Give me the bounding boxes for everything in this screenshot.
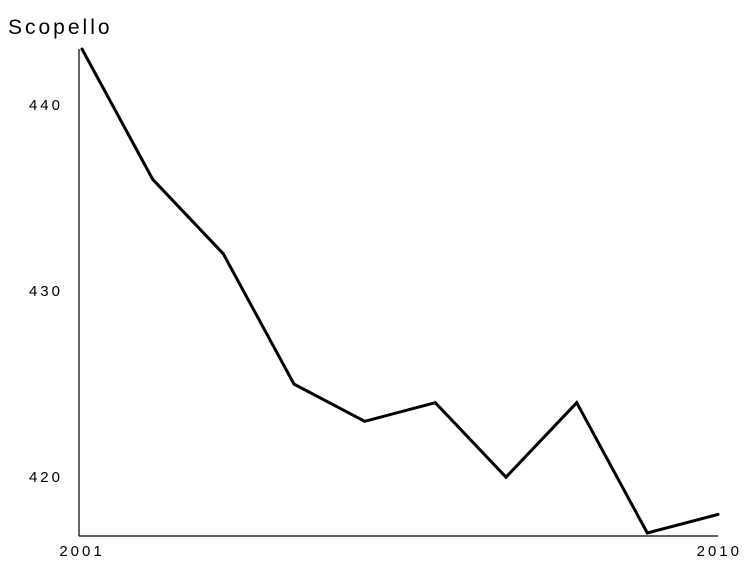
data-point — [363, 419, 367, 423]
data-point — [221, 252, 225, 256]
data-point — [292, 382, 296, 386]
y-tick-label: 430 — [29, 283, 63, 300]
data-point — [504, 475, 508, 479]
data-point — [645, 531, 649, 535]
y-tick-label: 440 — [29, 97, 63, 114]
y-tick-label: 420 — [29, 469, 63, 486]
data-point — [151, 177, 155, 181]
data-points — [80, 47, 720, 535]
x-tick-labels: 2001 2010 — [59, 543, 742, 560]
data-point — [716, 512, 720, 516]
x-tick-label: 2001 — [59, 543, 104, 560]
series-line — [80, 48, 719, 535]
data-point — [80, 47, 84, 51]
y-tick-labels: 420 430 440 — [29, 97, 63, 486]
x-tick-label: 2010 — [697, 543, 742, 560]
chart-title: Scopello — [8, 16, 113, 39]
data-point — [433, 401, 437, 405]
data-point — [575, 401, 579, 405]
